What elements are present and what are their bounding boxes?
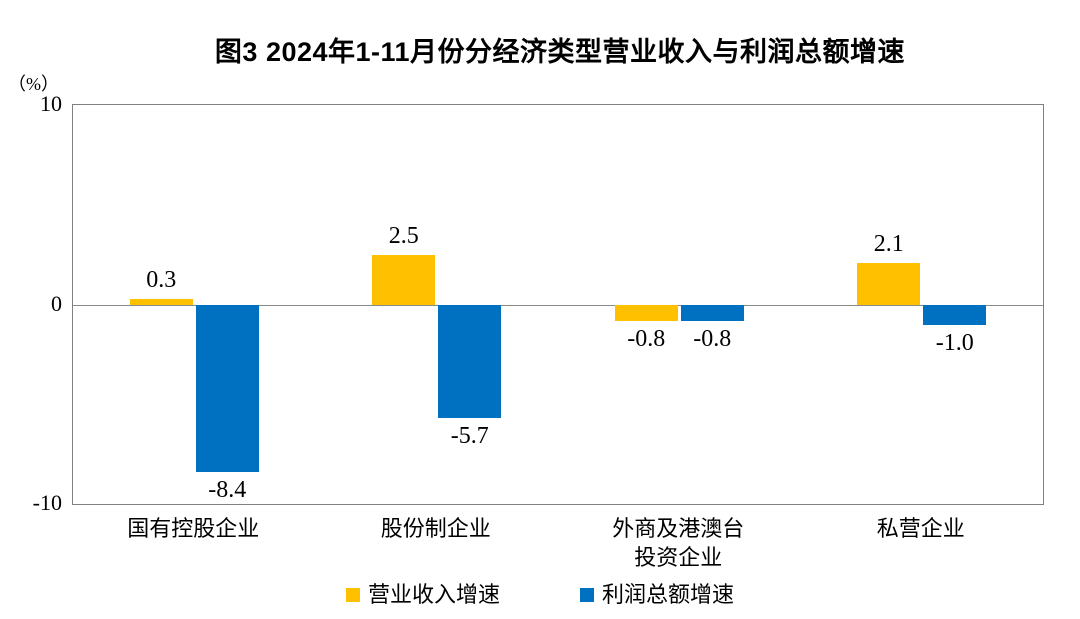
legend-item-1: 利润总额增速 (580, 582, 734, 608)
profit-value-label-2: -0.8 (693, 325, 732, 352)
legend-item-0: 营业收入增速 (345, 582, 500, 608)
y-tick-10: 10 (40, 91, 62, 116)
profit-bar-3 (923, 305, 987, 325)
legend-label: 营业收入增速 (367, 582, 500, 607)
zero-gridline (73, 305, 1043, 306)
profit-bar-0 (195, 305, 259, 473)
y-tick-neg-10: -10 (32, 490, 62, 515)
revenue-bar-1 (372, 255, 436, 305)
category-label-1: 股份制企业 (380, 516, 491, 541)
profit-bar-1 (438, 305, 502, 419)
legend: 营业收入增速 利润总额增速 (0, 582, 1080, 608)
revenue-value-label-3: 2.1 (873, 231, 904, 258)
revenue-bar-2 (614, 305, 678, 321)
y-tick-0: 0 (51, 291, 62, 316)
profit-value-label-3: -1.0 (935, 329, 974, 356)
plot-area: 0.3 -8.4 2.5 -5.7 -0.8 -0.8 2.1 -1.0 (72, 104, 1044, 505)
legend-swatch-icon (580, 588, 594, 602)
revenue-value-label-2: -0.8 (627, 325, 666, 352)
profit-bar-2 (680, 305, 744, 321)
legend-swatch-icon (345, 588, 360, 602)
chart-title: 图3 2024年1-11月份分经济类型营业收入与利润总额增速 (214, 37, 906, 67)
revenue-value-label-1: 2.5 (388, 223, 419, 250)
revenue-bar-0 (129, 299, 193, 305)
revenue-value-label-0: 0.3 (146, 267, 177, 294)
x-axis-labels: 国有控股企业 股份制企业 外商及港澳台 投资企业 私营企业 (0, 514, 1080, 576)
category-label-0: 国有控股企业 (127, 516, 260, 541)
profit-value-label-0: -8.4 (208, 477, 247, 504)
y-axis-unit-label: （%） (8, 74, 59, 94)
category-label-2: 外商及港澳台 投资企业 (612, 516, 745, 570)
legend-label: 利润总额增速 (602, 582, 735, 607)
profit-value-label-1: -5.7 (450, 423, 489, 450)
revenue-bar-3 (857, 263, 921, 305)
category-label-3: 私营企业 (876, 516, 965, 541)
